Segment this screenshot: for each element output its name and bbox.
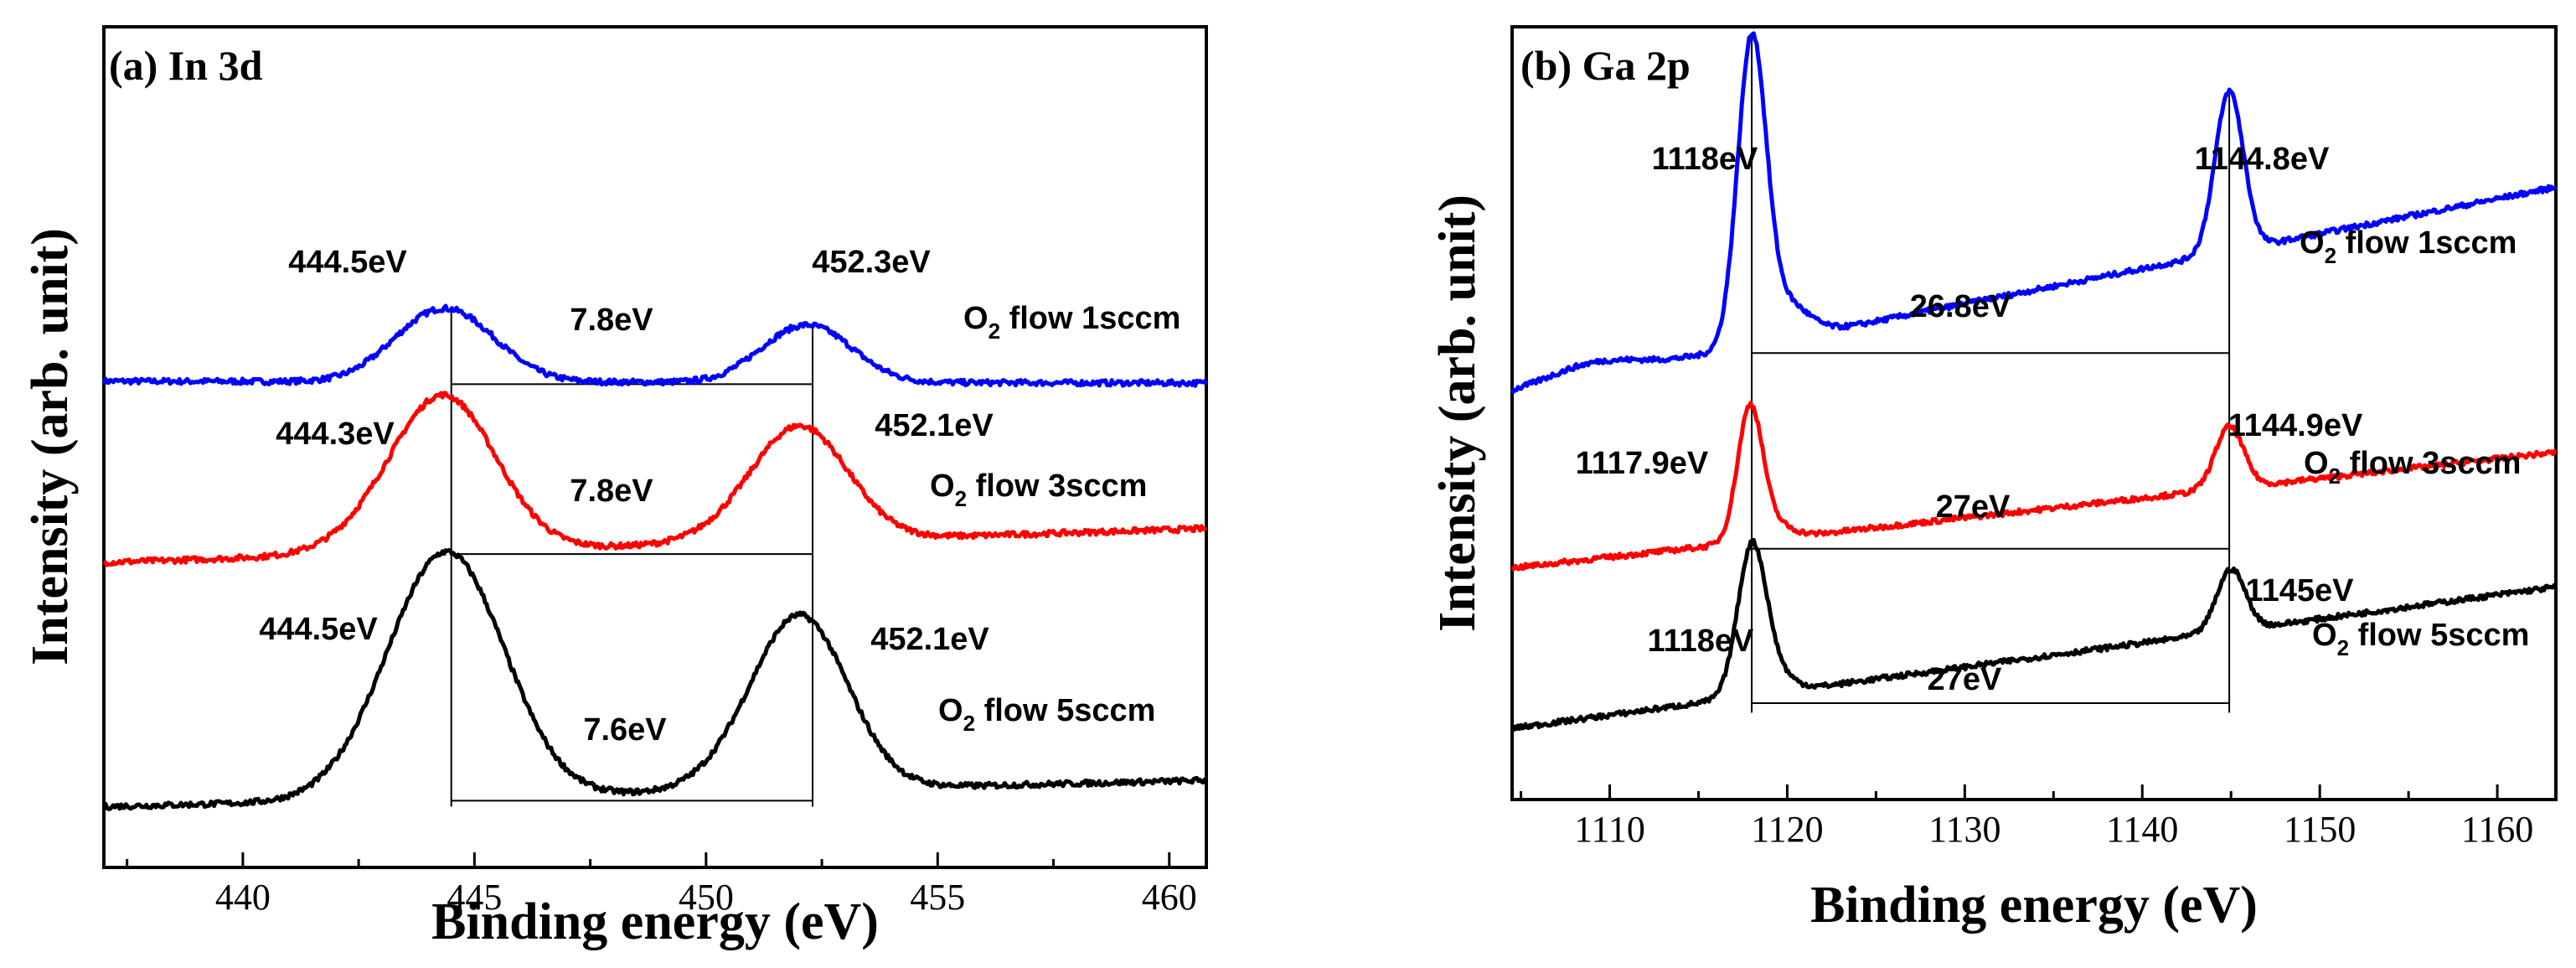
panel-a: (a) In 3d Intensity (arb. unit) Binding …: [22, 25, 1209, 950]
panel-b-red-right-peak-label: 1144.9eV: [2228, 408, 2363, 443]
panel-a-blue-left-peak-label: 444.5eV: [288, 245, 407, 280]
panel-b-black-right-peak-label: 1145eV: [2246, 573, 2355, 608]
panel-a-red-splitting-label: 7.8eV: [570, 474, 653, 509]
panel-b-x-axis-label: Binding energy (eV): [1810, 877, 2258, 934]
series-line-flow-3sccm: [1510, 401, 2558, 572]
panel-a-red-right-peak-label: 452.1eV: [875, 408, 994, 443]
series-line-flow-5sccm: [1510, 537, 2558, 732]
panel-a-legend-1sccm: O2 flow 1sccm: [963, 301, 1180, 344]
series-line-flow-5sccm: [101, 548, 1209, 811]
panel-b-blue-left-peak-label: 1118eV: [1652, 142, 1758, 177]
panel-a-title: (a) In 3d: [109, 42, 263, 89]
panel-b-blue-splitting-label: 26.8eV: [1910, 289, 2011, 324]
panel-a-blue-right-peak-label: 452.3eV: [812, 245, 931, 280]
panel-b-plot-frame: [1510, 25, 2558, 801]
x-tick-label: 445: [447, 877, 502, 918]
x-tick-label: 1110: [1574, 809, 1645, 850]
panel-b-curves: [1510, 31, 2558, 732]
panel-a-guide-lines: [450, 308, 813, 807]
x-tick-label: 455: [910, 877, 965, 918]
panel-b-y-axis-label: Intensity (arb. unit): [1429, 194, 1486, 632]
panel-a-black-splitting-label: 7.6eV: [583, 712, 667, 748]
panel-a-plot-frame: [102, 25, 1208, 869]
panel-a-black-right-peak-label: 452.1eV: [870, 622, 989, 657]
panel-a-blue-splitting-label: 7.8eV: [570, 303, 653, 338]
panel-a-curves: [101, 303, 1209, 811]
series-line-flow-1sccm: [101, 303, 1209, 388]
panel-a-x-ticks: 440 445 450 455 460: [126, 852, 1197, 918]
panel-b-red-left-peak-label: 1117.9eV: [1576, 446, 1709, 481]
panel-b: (b) Ga 2p Intensity (arb. unit) Binding …: [1429, 25, 2558, 934]
panel-a-red-left-peak-label: 444.3eV: [276, 417, 395, 452]
panel-b-title: (b) Ga 2p: [1520, 42, 1691, 89]
x-tick-label: 440: [215, 877, 271, 918]
panel-a-legend-5sccm: O2 flow 5sccm: [938, 693, 1155, 736]
x-tick-label: 1150: [2284, 809, 2356, 850]
x-tick-label: 1130: [1928, 809, 2000, 850]
x-tick-label: 1120: [1751, 809, 1823, 850]
panel-a-legend-3sccm: O2 flow 3sccm: [930, 468, 1147, 511]
x-tick-label: 450: [679, 877, 734, 918]
panel-b-blue-right-peak-label: 1144.8eV: [2195, 142, 2330, 177]
x-tick-label: 1140: [2106, 809, 2178, 850]
x-tick-label: 460: [1142, 877, 1197, 918]
panel-b-black-left-peak-label: 1118eV: [1648, 624, 1754, 659]
panel-a-y-axis-label: Intensity (arb. unit): [22, 228, 79, 665]
panel-b-black-splitting-label: 27eV: [1928, 662, 2002, 697]
panel-b-legend-5sccm: O2 flow 5sccm: [2312, 618, 2529, 660]
panel-b-x-ticks: 1110 1120 1130 1140 1150 1160: [1520, 784, 2533, 850]
panel-b-legend-1sccm: O2 flow 1sccm: [2300, 225, 2517, 268]
x-tick-label: 1160: [2461, 809, 2533, 850]
series-line-flow-1sccm: [1510, 31, 2558, 394]
panel-b-guide-lines: [1751, 33, 2231, 713]
panel-b-legend-3sccm: O2 flow 3sccm: [2304, 446, 2521, 489]
panel-a-x-axis-label: Binding energy (eV): [431, 893, 879, 950]
panel-b-red-splitting-label: 27eV: [1936, 489, 2011, 525]
series-line-flow-3sccm: [102, 391, 1208, 567]
panel-a-black-left-peak-label: 444.5eV: [259, 612, 378, 647]
